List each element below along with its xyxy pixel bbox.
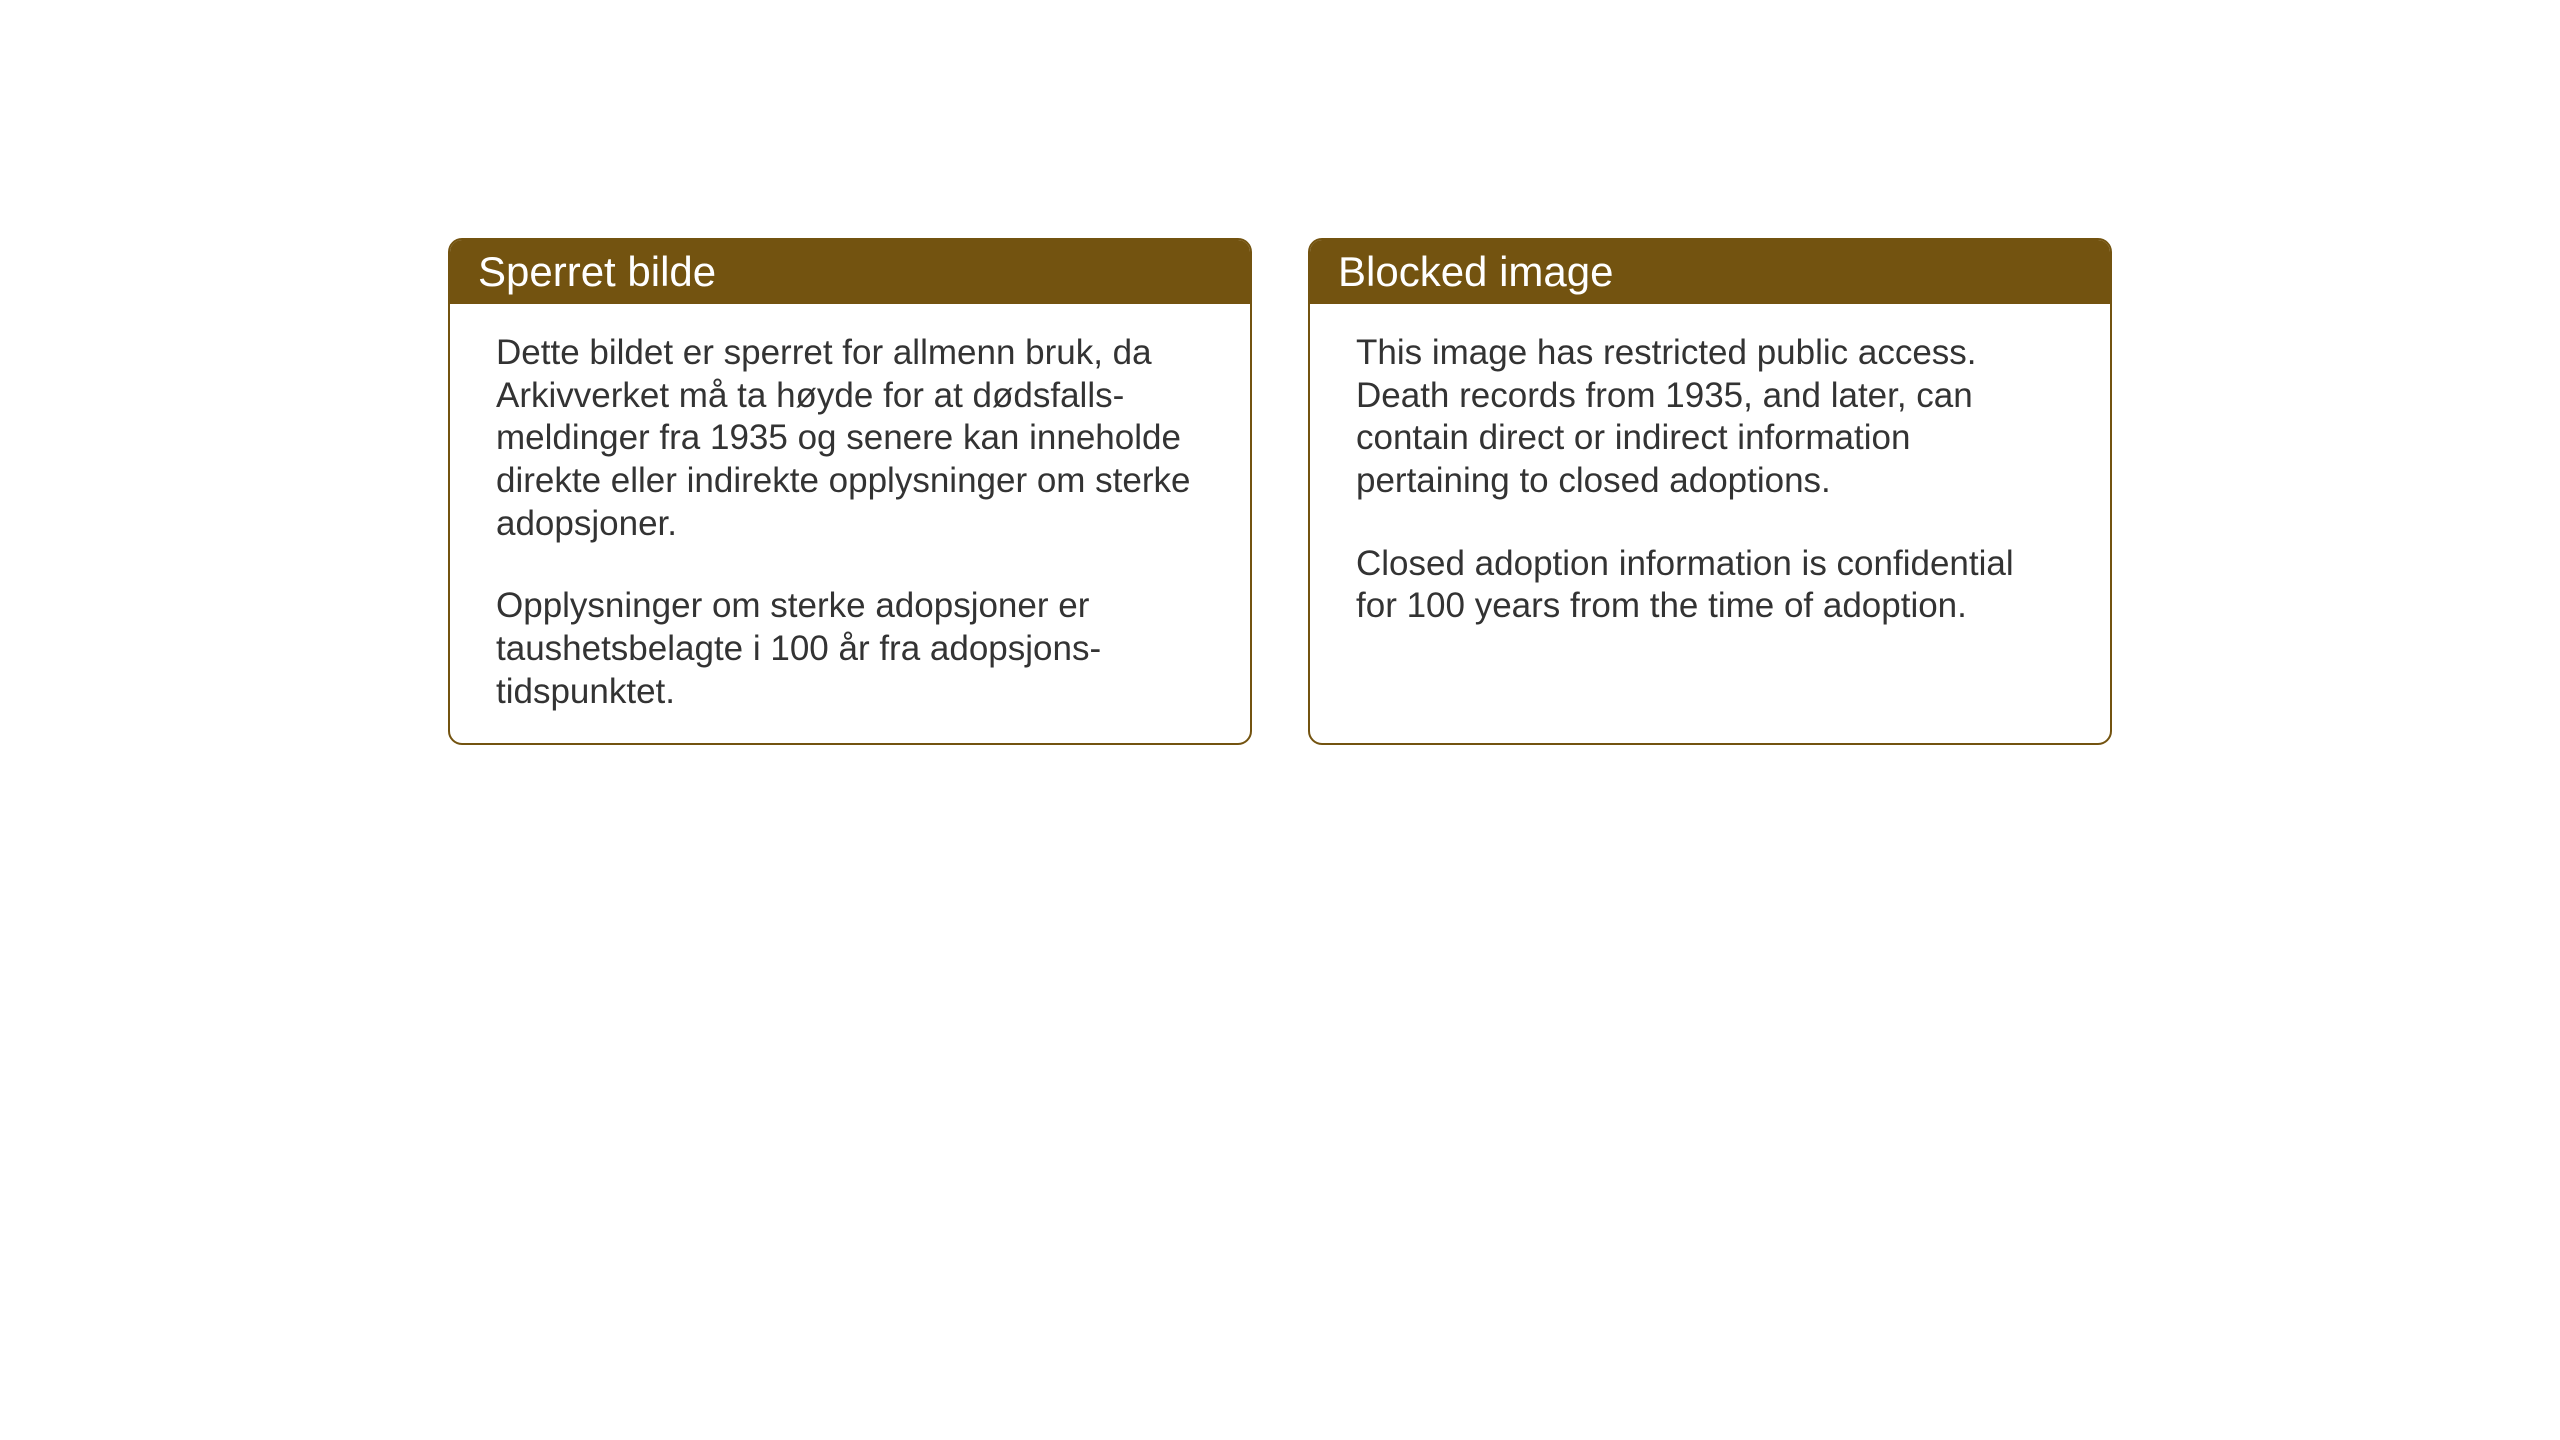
paragraph-norwegian-1: Dette bildet er sperret for allmenn bruk… [496,332,1204,545]
card-body-english: This image has restricted public access.… [1310,304,2110,668]
paragraph-english-1: This image has restricted public access.… [1356,332,2064,503]
paragraph-english-2: Closed adoption information is confident… [1356,543,2064,628]
cards-container: Sperret bilde Dette bildet er sperret fo… [448,238,2112,745]
card-header-norwegian: Sperret bilde [450,240,1250,304]
card-english: Blocked image This image has restricted … [1308,238,2112,745]
card-body-norwegian: Dette bildet er sperret for allmenn bruk… [450,304,1250,745]
card-header-english: Blocked image [1310,240,2110,304]
card-norwegian: Sperret bilde Dette bildet er sperret fo… [448,238,1252,745]
card-title-norwegian: Sperret bilde [478,248,716,295]
paragraph-norwegian-2: Opplysninger om sterke adopsjoner er tau… [496,585,1204,713]
card-title-english: Blocked image [1338,248,1613,295]
